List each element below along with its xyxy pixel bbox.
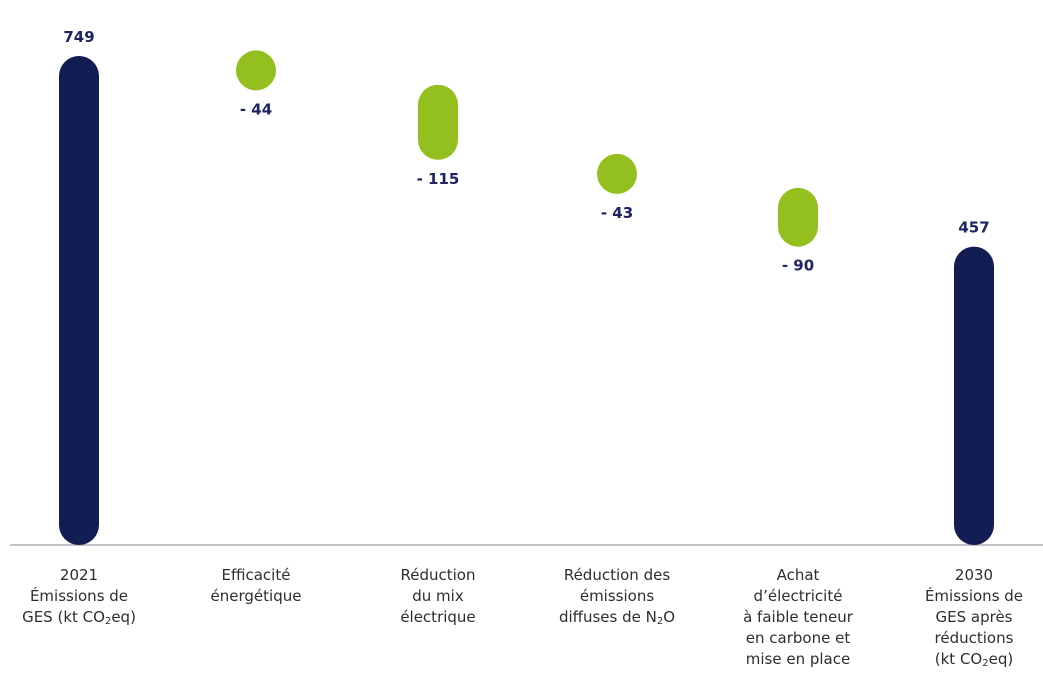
x-tick-label-line: émissions bbox=[579, 587, 655, 605]
reduction-bar bbox=[597, 153, 637, 194]
reduction-bar bbox=[236, 50, 276, 91]
x-tick-label-line: à faible teneur bbox=[743, 608, 853, 626]
x-tick-label-line: Réduction bbox=[400, 566, 476, 584]
x-tick-label-line: 2030 bbox=[954, 566, 994, 584]
x-tick-label-line: diffuses de N2O bbox=[558, 608, 676, 627]
x-tick-label: Réduction du mix électrique bbox=[353, 565, 523, 628]
x-tick-label-line: électrique bbox=[400, 608, 476, 626]
x-tick-label-line: GES après bbox=[935, 608, 1013, 626]
x-tick-label-line: (kt CO2eq) bbox=[934, 650, 1014, 669]
x-tick-label: Réduction des émissions diffuses de N2O bbox=[532, 565, 702, 628]
data-label: - 44 bbox=[240, 100, 272, 118]
total-bar bbox=[954, 246, 994, 545]
x-tick-label-line: Réduction des bbox=[563, 566, 671, 584]
x-tick-label-line: réductions bbox=[934, 629, 1014, 647]
x-tick-label: Achat d’électricité à faible teneur en carb… bbox=[713, 565, 883, 670]
x-tick-label-line: mise en place bbox=[745, 650, 851, 668]
reduction-bar bbox=[418, 84, 458, 160]
total-bar bbox=[59, 56, 99, 545]
x-tick-label-line: 2021 bbox=[59, 566, 99, 584]
data-label: - 90 bbox=[782, 257, 814, 275]
chart-plot: 749 - 44 - 115 - 43 - 90 457 bbox=[10, 28, 1043, 546]
x-tick-label-line: GES (kt CO2eq) bbox=[22, 608, 136, 627]
data-label: 749 bbox=[63, 28, 94, 46]
x-tick-label-line: du mix bbox=[412, 587, 464, 605]
x-tick-label-line: Efficacité bbox=[221, 566, 291, 584]
x-tick-label-line: Émissions de bbox=[29, 587, 129, 605]
x-tick-label: Efficacité énergétique bbox=[171, 565, 341, 607]
data-label: - 115 bbox=[417, 170, 460, 188]
data-label: - 43 bbox=[601, 204, 633, 222]
data-label: 457 bbox=[958, 219, 989, 237]
x-tick-label: 2021 Émissions de GES (kt CO2eq) bbox=[0, 565, 164, 628]
reduction-bar bbox=[778, 187, 818, 247]
x-tick-label: 2030 Émissions de GES après réductions (kt C… bbox=[889, 565, 1043, 670]
x-tick-label-line: Émissions de bbox=[924, 587, 1024, 605]
x-tick-label-line: Achat bbox=[776, 566, 820, 584]
x-tick-label-line: en carbone et bbox=[745, 629, 851, 647]
x-tick-label-line: énergétique bbox=[210, 587, 302, 605]
x-tick-label-line: d’électricité bbox=[753, 587, 843, 605]
